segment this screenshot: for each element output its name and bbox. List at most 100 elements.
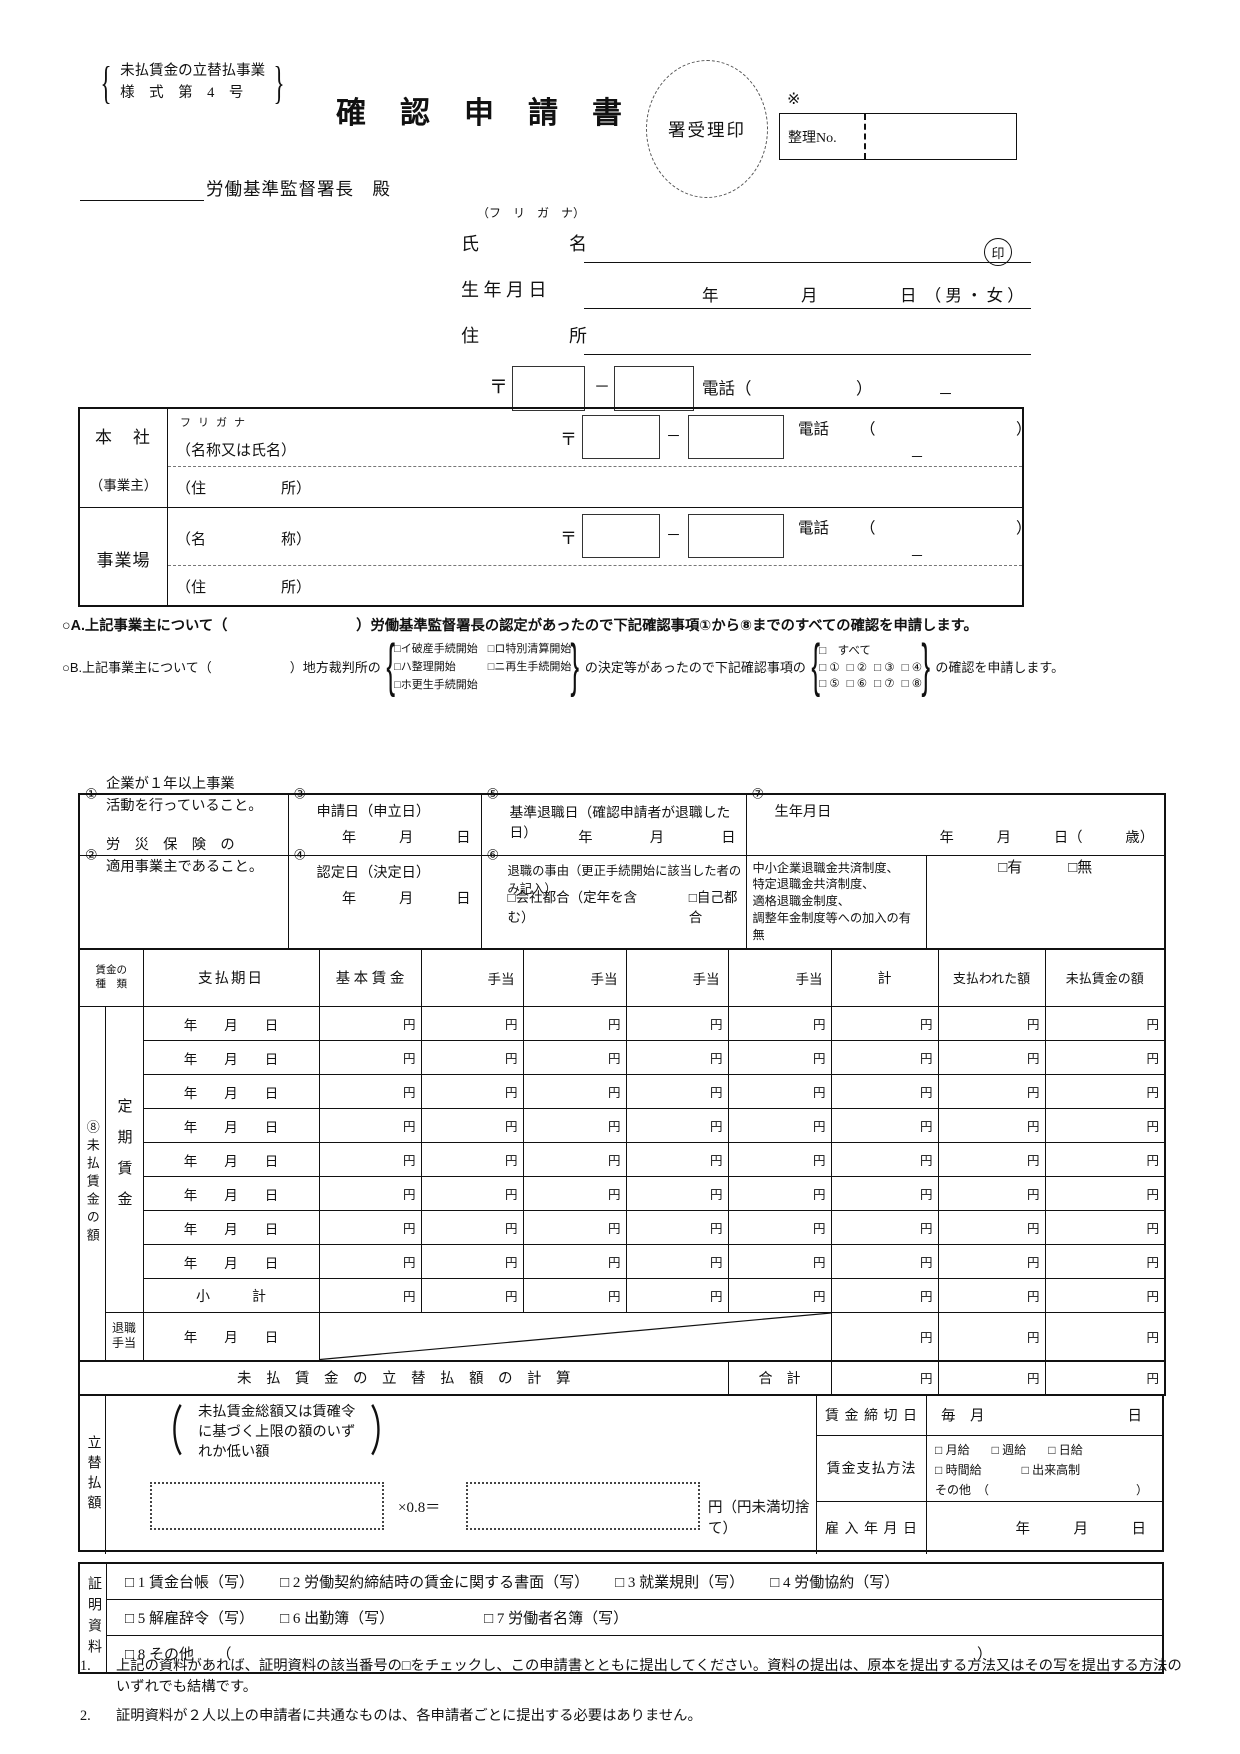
checkbox-item-8[interactable]: □ ⑧ [901,678,923,691]
paid-amount-cell[interactable]: 円 [937,1176,1046,1212]
total-cell[interactable]: 円 [830,1142,939,1178]
allowance-subtotal-4[interactable]: 円 [727,1278,832,1314]
checkbox-item-7[interactable]: □ ⑦ [874,678,895,691]
checkbox-item-2[interactable]: □ ② [846,662,868,675]
allowance-cell-3[interactable]: 円 [625,1176,729,1212]
company-postal-box-2[interactable] [688,415,784,459]
allowance-cell-3[interactable]: 円 [625,1108,729,1144]
evidence-checkbox-6[interactable]: □ 6 出勤簿（写） [280,1610,395,1627]
checkbox-self-reason[interactable]: □自己都合 [688,889,738,925]
hire-date-value[interactable]: 年 月 日 [927,1502,1162,1554]
severance-total-cell[interactable]: 円 [830,1312,939,1362]
grand-paid-cell[interactable]: 円 [937,1359,1046,1396]
due-date-cell[interactable]: 年 月 日 [142,1108,320,1144]
unpaid-amount-cell[interactable]: 円 [1044,1040,1166,1076]
total-cell[interactable]: 円 [830,1176,939,1212]
address-input-line[interactable] [584,325,1031,355]
checkbox-company-reason[interactable]: □会社都合（定年を含む） [507,889,638,925]
due-date-cell[interactable]: 年 月 日 [142,1244,320,1280]
allowance-cell-4[interactable]: 円 [727,1040,832,1076]
unpaid-amount-cell[interactable]: 円 [1044,1176,1166,1212]
due-date-cell[interactable]: 年 月 日 [142,1176,320,1212]
total-cell[interactable]: 円 [830,1040,939,1076]
allowance-cell-3[interactable]: 円 [625,1040,729,1076]
postal-code-box-2[interactable] [614,366,694,411]
checkbox-bankruptcy[interactable]: □イ破産手続開始 [394,643,478,656]
paid-amount-cell[interactable]: 円 [937,1210,1046,1246]
result-amount-input-box[interactable] [466,1481,700,1530]
allowance-cell-2[interactable]: 円 [522,1006,627,1042]
base-amount-input-box[interactable] [150,1481,384,1530]
allowance-cell-2[interactable]: 円 [522,1244,627,1280]
severance-paid-cell[interactable]: 円 [937,1312,1046,1362]
closing-day-value[interactable]: 毎 月 日 [927,1396,1162,1436]
pay-method-other[interactable]: その他 （ [935,1482,990,1497]
base-wage-cell[interactable]: 円 [318,1074,422,1110]
evidence-checkbox-2[interactable]: □ 2 労働契約締結時の賃金に関する書面（写） [280,1574,590,1591]
base-wage-cell[interactable]: 円 [318,1142,422,1178]
checkbox-item-6[interactable]: □ ⑥ [846,678,868,691]
unpaid-amount-cell[interactable]: 円 [1044,1244,1166,1280]
total-cell[interactable]: 円 [830,1108,939,1144]
allowance-subtotal-1[interactable]: 円 [420,1278,524,1314]
checkbox-item-4[interactable]: □ ④ [901,662,923,675]
total-cell[interactable]: 円 [830,1006,939,1042]
allowance-cell-3[interactable]: 円 [625,1244,729,1280]
checkbox-hourly-wage[interactable]: □ 時間給 [935,1462,982,1477]
evidence-checkbox-3[interactable]: □ 3 就業規則（写） [615,1574,745,1591]
base-wage-cell[interactable]: 円 [318,1244,422,1280]
allowance-cell-1[interactable]: 円 [420,1210,524,1246]
allowance-cell-4[interactable]: 円 [727,1006,832,1042]
checkbox-all-items[interactable]: □ すべて [819,645,871,658]
severance-date-cell[interactable]: 年 月 日 [142,1312,320,1362]
base-wage-cell[interactable]: 円 [318,1040,422,1076]
unpaid-amount-cell[interactable]: 円 [1044,1074,1166,1110]
unpaid-subtotal[interactable]: 円 [1044,1278,1166,1314]
allowance-cell-1[interactable]: 円 [420,1142,524,1178]
checkbox-monthly-wage[interactable]: □ 月給 [935,1442,970,1457]
severance-unpaid-cell[interactable]: 円 [1044,1312,1166,1362]
allowance-cell-3[interactable]: 円 [625,1142,729,1178]
item-3-cell[interactable]: ③ 申請日（申立日） 年 月 日 [287,788,482,856]
due-date-cell[interactable]: 年 月 日 [142,1142,320,1178]
base-wage-subtotal[interactable]: 円 [318,1278,422,1314]
checkbox-item-5[interactable]: □ ⑤ [819,678,840,691]
total-cell[interactable]: 円 [830,1074,939,1110]
allowance-cell-3[interactable]: 円 [625,1074,729,1110]
seal-circle[interactable]: 印 [984,238,1012,266]
paid-amount-cell[interactable]: 円 [937,1108,1046,1144]
checkbox-rehabilitation[interactable]: □ニ再生手続開始 [487,661,572,674]
allowance-cell-2[interactable]: 円 [522,1210,627,1246]
base-wage-cell[interactable]: 円 [318,1176,422,1212]
checkbox-special-liquidation[interactable]: □ロ特別清算開始 [487,643,572,656]
allowance-cell-2[interactable]: 円 [522,1176,627,1212]
base-wage-cell[interactable]: 円 [318,1210,422,1246]
due-date-cell[interactable]: 年 月 日 [142,1210,320,1246]
workplace-postal-box-2[interactable] [688,514,784,558]
paid-amount-cell[interactable]: 円 [937,1006,1046,1042]
checkbox-pension-yes[interactable]: □有 [998,859,1023,876]
paid-amount-cell[interactable]: 円 [937,1142,1046,1178]
allowance-cell-4[interactable]: 円 [727,1142,832,1178]
allowance-cell-2[interactable]: 円 [522,1108,627,1144]
allowance-cell-1[interactable]: 円 [420,1040,524,1076]
postal-code-box-1[interactable] [512,366,585,411]
evidence-checkbox-1[interactable]: □ 1 賃金台帳（写） [125,1574,255,1591]
base-wage-cell[interactable]: 円 [318,1006,422,1042]
total-cell[interactable]: 円 [830,1210,939,1246]
checkbox-piecework-wage[interactable]: □ 出来高制 [1021,1462,1081,1477]
unpaid-amount-cell[interactable]: 円 [1044,1210,1166,1246]
allowance-cell-2[interactable]: 円 [522,1142,627,1178]
reference-number-input[interactable] [866,114,1016,159]
checkbox-arrangement[interactable]: □ハ整理開始 [394,661,456,674]
item-7-cell[interactable]: ⑦ 生年月日 年 月 日（ 歳） [745,788,1166,856]
evidence-checkbox-5[interactable]: □ 5 解雇辞令（写） [125,1610,255,1627]
checkbox-pension-no[interactable]: □無 [1068,859,1093,876]
paid-subtotal[interactable]: 円 [937,1278,1046,1314]
paid-amount-cell[interactable]: 円 [937,1244,1046,1280]
allowance-cell-4[interactable]: 円 [727,1210,832,1246]
item-5-cell[interactable]: ⑤ 基準退職日（確認申請者が退職した日） 年 月 日 [480,788,747,856]
allowance-cell-2[interactable]: 円 [522,1074,627,1110]
due-date-cell[interactable]: 年 月 日 [142,1040,320,1076]
allowance-subtotal-2[interactable]: 円 [522,1278,627,1314]
